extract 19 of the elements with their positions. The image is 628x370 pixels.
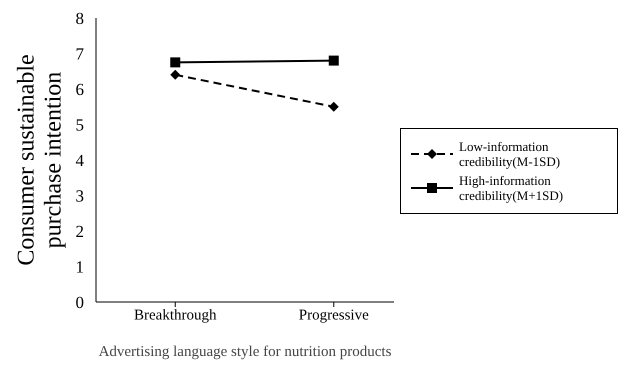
point — [170, 70, 180, 80]
y-tick-label: 1 — [76, 258, 84, 277]
y-tick-label: 5 — [76, 116, 84, 135]
y-tick-label: 3 — [76, 186, 84, 206]
x-tick-label: Breakthrough — [134, 308, 217, 324]
legend-label: Low-information credibility(M-1SD) — [459, 139, 562, 169]
y-tick-label: 6 — [76, 80, 84, 100]
point — [170, 57, 180, 68]
point — [328, 56, 339, 66]
y-tick-label: 4 — [76, 151, 84, 170]
y-tick-label: 2 — [76, 222, 84, 242]
y-axis-title: Consumer sustainable purchase intention — [14, 54, 66, 266]
legend-label: High-information credibility(M+1SD) — [459, 173, 564, 203]
x-axis-title: Advertising language style for nutrition products — [98, 344, 392, 360]
x-tick-label: Progressive — [298, 308, 370, 324]
point — [328, 102, 339, 112]
y-tick-label: 8 — [76, 9, 84, 28]
y-tick-label: 0 — [76, 293, 84, 312]
y-tick-label: 7 — [76, 44, 84, 64]
